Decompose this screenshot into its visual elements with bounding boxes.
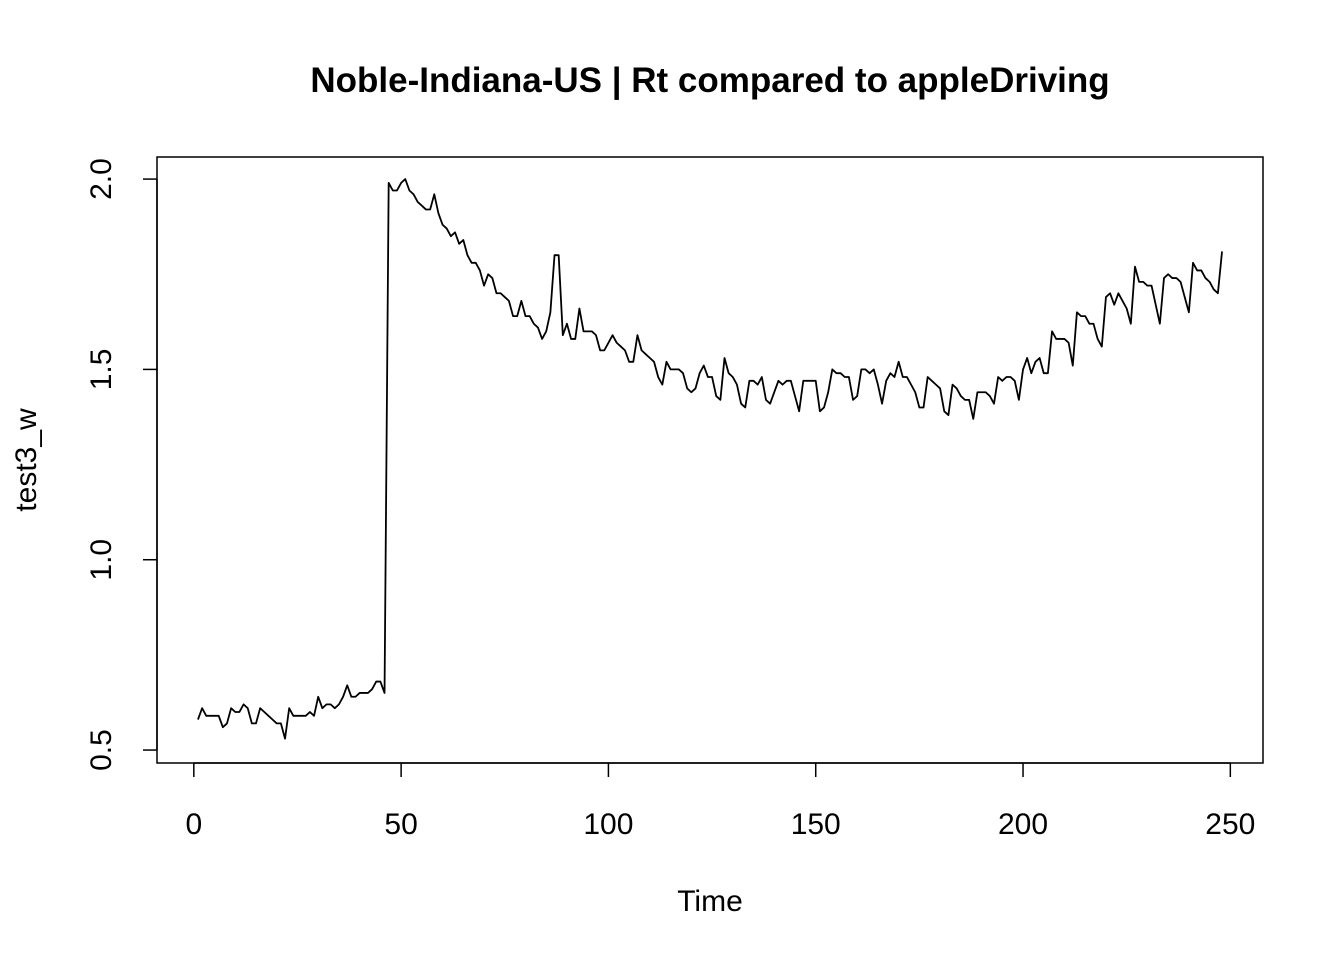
x-tick-label: 50 (384, 808, 417, 841)
y-axis-label: test3_w (10, 408, 43, 512)
x-tick-label: 150 (791, 808, 841, 841)
x-tick-label: 250 (1205, 808, 1255, 841)
y-tick-label: 2.0 (85, 158, 118, 200)
y-tick-label: 1.0 (85, 539, 118, 581)
x-axis-label: Time (677, 885, 743, 918)
x-tick-label: 200 (998, 808, 1048, 841)
chart-title: Noble-Indiana-US | Rt compared to appleD… (310, 61, 1109, 100)
x-tick-label: 0 (185, 808, 202, 841)
y-tick-label: 1.5 (85, 349, 118, 391)
x-tick-label: 100 (583, 808, 633, 841)
data-line (197, 178, 1223, 740)
y-tick-label: 0.5 (85, 729, 118, 771)
